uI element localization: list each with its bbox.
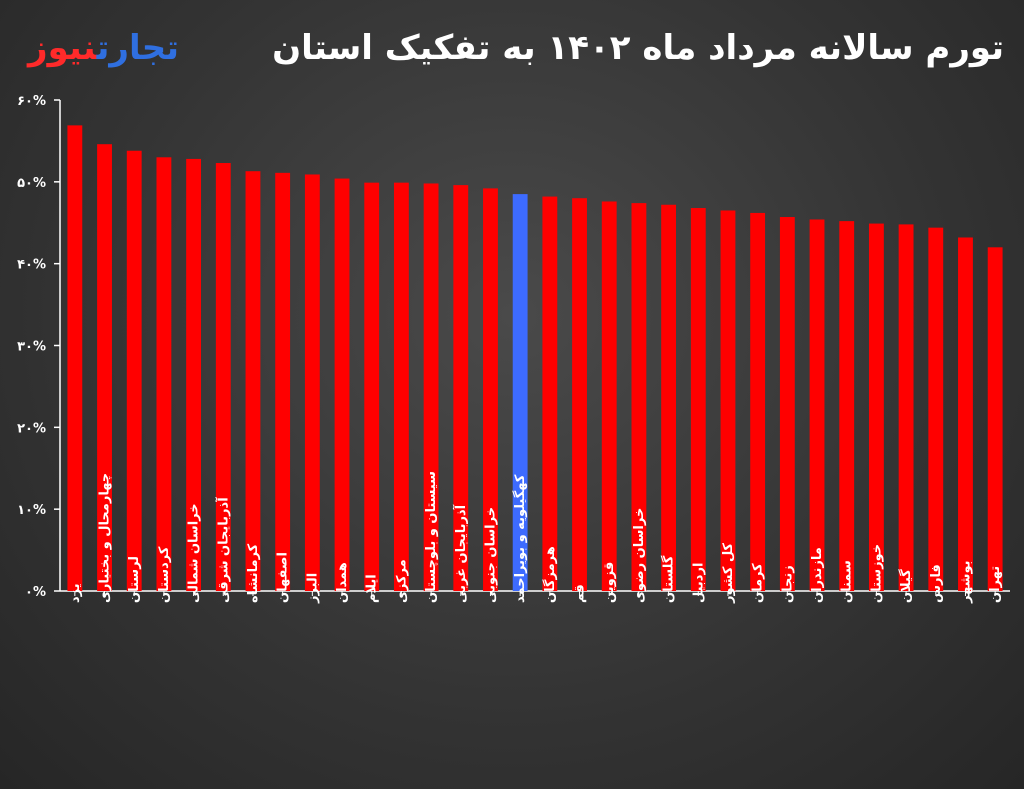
x-tick-label: خراسان جنوبی [483, 507, 498, 603]
x-tick-label: بوشهر [958, 561, 973, 605]
bar [483, 188, 498, 591]
y-tick-label: ۳۰% [17, 340, 46, 355]
bar [393, 182, 409, 591]
bar [868, 223, 884, 591]
bar [126, 150, 142, 591]
bar [275, 172, 291, 591]
x-tick-label: لرستان [127, 556, 142, 603]
x-tick-label: کردستان [157, 546, 172, 603]
x-tick-label: کرمان [751, 563, 766, 603]
x-tick-label: ایلام [365, 574, 380, 603]
logo-text-part2: نیوز [28, 28, 97, 68]
x-tick-label: کل کشور [721, 542, 736, 604]
bar [928, 227, 944, 591]
x-tick-label: تهران [988, 566, 1003, 603]
bar [631, 203, 647, 592]
bar [720, 210, 736, 591]
bar [750, 212, 766, 591]
x-tick-label: کهگیلویه و بویراحمد [512, 474, 528, 603]
y-tick-label: ۴۰% [17, 258, 46, 273]
bar [987, 247, 1003, 592]
x-tick-label: مازندران [810, 547, 825, 603]
bar [572, 198, 587, 591]
bar [186, 158, 202, 592]
x-tick-label: خوزستان [869, 544, 884, 603]
x-tick-label: سیستان و بلوچستان [424, 471, 439, 603]
bar [67, 125, 83, 591]
bar [601, 201, 617, 591]
x-tick-label: گیلان [898, 569, 914, 603]
bar [423, 183, 439, 591]
bar [245, 171, 261, 591]
x-tick-label: خراسان رضوی [632, 508, 647, 603]
x-tick-label: سمنان [840, 560, 855, 603]
x-tick-label: قزوین [602, 562, 617, 603]
x-tick-label: خراسان شمالی [187, 503, 202, 603]
bar [512, 194, 528, 591]
bar [779, 217, 795, 591]
bar [958, 237, 973, 592]
x-tick-label: یزد [68, 583, 83, 603]
news-logo: تجارتنیوز [28, 28, 179, 68]
x-tick-label: کرمانشاه [246, 543, 261, 603]
y-tick-label: ۱۰% [17, 503, 46, 518]
x-tick-label: چهارمحال و بختیاری [98, 473, 113, 603]
bar [215, 163, 231, 592]
x-tick-label: مرکزی [394, 559, 409, 603]
x-tick-label: فارس [929, 564, 944, 603]
x-tick-label: گلستان [661, 555, 677, 603]
bar [898, 224, 914, 592]
bar [809, 219, 825, 591]
bar [542, 196, 558, 591]
x-tick-label: آذربایجان شرقی [214, 497, 231, 603]
x-tick-label: آذربایجان غربی [452, 504, 469, 603]
bar [839, 221, 855, 591]
x-tick-label: البرز [305, 573, 320, 604]
bar [304, 174, 320, 592]
logo-text-part1: تجارت [96, 28, 180, 68]
bar [453, 185, 469, 591]
bar [156, 157, 172, 592]
chart-header: تورم سالانه مرداد ماه ۱۴۰۲ به تفکیک استا… [0, 22, 1024, 82]
bar [690, 208, 706, 591]
x-tick-label: زنجان [780, 565, 795, 603]
bar [364, 182, 380, 591]
y-tick-label: ۵۰% [17, 176, 46, 191]
y-tick-label: ۶۰% [17, 94, 46, 109]
y-tick-label: ۲۰% [17, 421, 46, 436]
x-tick-label: همدان [335, 562, 350, 603]
x-tick-label: اصفهان [276, 552, 291, 603]
x-tick-label: هرمزگان [542, 546, 558, 603]
x-tick-label: قم [573, 584, 588, 603]
bar [661, 204, 677, 591]
chart-title: تورم سالانه مرداد ماه ۱۴۰۲ به تفکیک استا… [272, 28, 1004, 68]
y-tick-label: ۰% [25, 585, 46, 600]
x-tick-label: اردبیل [691, 563, 706, 603]
bar [97, 144, 112, 591]
bar [334, 178, 350, 591]
